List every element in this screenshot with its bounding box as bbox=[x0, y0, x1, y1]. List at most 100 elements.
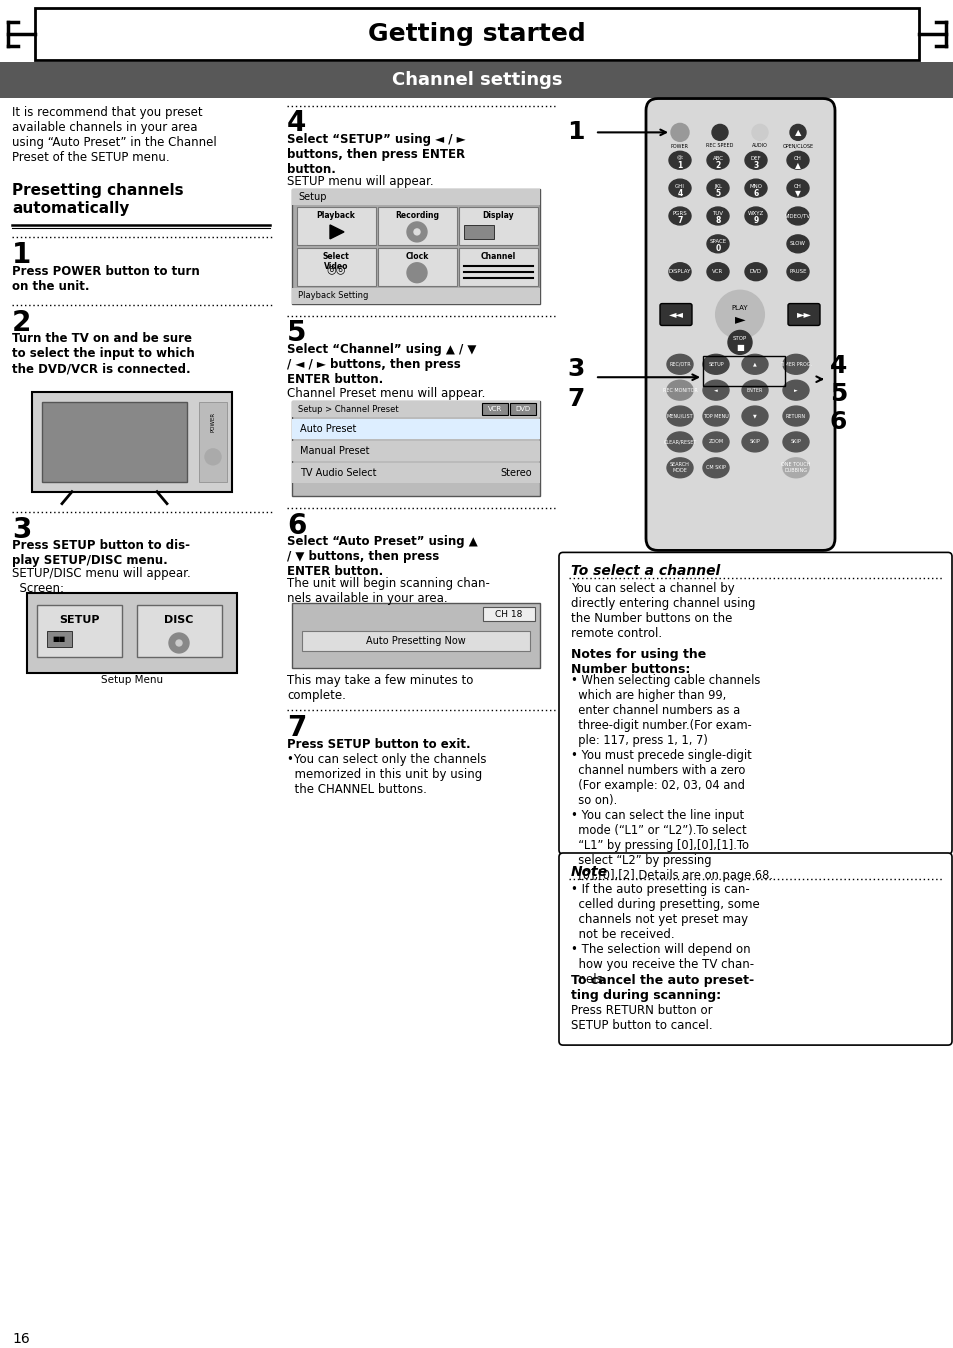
FancyBboxPatch shape bbox=[659, 303, 691, 325]
Text: ZOOM: ZOOM bbox=[708, 439, 722, 445]
Text: SLOW: SLOW bbox=[789, 241, 805, 247]
Text: TUV: TUV bbox=[712, 212, 722, 217]
Ellipse shape bbox=[668, 151, 690, 170]
Text: Channel Preset menu will appear.: Channel Preset menu will appear. bbox=[287, 387, 485, 400]
Ellipse shape bbox=[786, 263, 808, 280]
Text: Select “Auto Preset” using ▲
/ ▼ buttons, then press
ENTER button.: Select “Auto Preset” using ▲ / ▼ buttons… bbox=[287, 535, 477, 578]
Text: 7: 7 bbox=[287, 713, 306, 741]
Ellipse shape bbox=[666, 406, 692, 426]
Ellipse shape bbox=[706, 235, 728, 253]
Text: ▲: ▲ bbox=[752, 361, 756, 367]
Text: JKL: JKL bbox=[713, 183, 721, 189]
Text: 0: 0 bbox=[715, 244, 720, 253]
Ellipse shape bbox=[666, 380, 692, 400]
Text: Press SETUP button to dis-
play SETUP/DISC menu.: Press SETUP button to dis- play SETUP/DI… bbox=[12, 539, 190, 568]
Text: ►: ► bbox=[793, 388, 797, 392]
Text: Setup: Setup bbox=[297, 191, 326, 202]
Polygon shape bbox=[330, 225, 344, 239]
Ellipse shape bbox=[786, 235, 808, 253]
Text: ▲: ▲ bbox=[794, 128, 801, 137]
Text: ◄◄: ◄◄ bbox=[668, 310, 682, 319]
Text: Press POWER button to turn
on the unit.: Press POWER button to turn on the unit. bbox=[12, 264, 199, 293]
Text: Clock: Clock bbox=[405, 252, 428, 260]
Ellipse shape bbox=[668, 179, 690, 197]
Text: CH: CH bbox=[793, 183, 801, 189]
Text: 4: 4 bbox=[677, 189, 682, 198]
Text: Notes for using the
Number buttons:: Notes for using the Number buttons: bbox=[571, 648, 705, 675]
Bar bbox=[292, 462, 539, 483]
Text: 4: 4 bbox=[287, 109, 306, 137]
Text: Note: Note bbox=[571, 865, 607, 879]
Text: 3: 3 bbox=[12, 515, 31, 543]
Bar bbox=[32, 392, 232, 492]
Text: 6: 6 bbox=[287, 512, 306, 539]
Ellipse shape bbox=[706, 208, 728, 225]
Ellipse shape bbox=[744, 151, 766, 170]
Text: Select “Channel” using ▲ / ▼
/ ◄ / ► buttons, then press
ENTER button.: Select “Channel” using ▲ / ▼ / ◄ / ► but… bbox=[287, 344, 476, 387]
Text: PAUSE: PAUSE bbox=[788, 270, 806, 274]
Ellipse shape bbox=[706, 263, 728, 280]
FancyBboxPatch shape bbox=[645, 98, 834, 550]
Text: SEARCH
MODE: SEARCH MODE bbox=[669, 462, 689, 473]
Text: SETUP: SETUP bbox=[707, 361, 723, 367]
Bar bbox=[0, 62, 953, 97]
Bar bbox=[377, 208, 456, 245]
FancyBboxPatch shape bbox=[787, 303, 820, 325]
Bar bbox=[35, 8, 918, 59]
Circle shape bbox=[670, 124, 688, 142]
Ellipse shape bbox=[782, 355, 808, 375]
Text: WXYZ: WXYZ bbox=[747, 212, 763, 217]
Text: ENTER: ENTER bbox=[746, 388, 762, 392]
Text: VIDEO/TV: VIDEO/TV bbox=[784, 213, 810, 218]
Text: 4: 4 bbox=[829, 355, 846, 379]
Text: REC SPEED: REC SPEED bbox=[705, 143, 733, 148]
Ellipse shape bbox=[666, 431, 692, 452]
Circle shape bbox=[414, 229, 419, 235]
Bar bbox=[458, 208, 537, 245]
Text: Press RETURN button or
SETUP button to cancel.: Press RETURN button or SETUP button to c… bbox=[571, 1004, 712, 1033]
Text: 6: 6 bbox=[753, 189, 758, 198]
FancyBboxPatch shape bbox=[558, 553, 951, 855]
Text: 6: 6 bbox=[829, 410, 846, 434]
Text: ▼: ▼ bbox=[794, 189, 801, 198]
Text: POWER: POWER bbox=[211, 412, 215, 433]
Text: • When selecting cable channels
  which are higher than 99,
  enter channel numb: • When selecting cable channels which ar… bbox=[571, 674, 772, 882]
Circle shape bbox=[205, 449, 221, 465]
Text: DEF: DEF bbox=[750, 156, 760, 160]
Text: ▲: ▲ bbox=[794, 160, 801, 170]
Text: Auto Preset: Auto Preset bbox=[299, 425, 356, 434]
Text: 9: 9 bbox=[753, 217, 758, 225]
Text: OPEN/CLOSE: OPEN/CLOSE bbox=[781, 143, 813, 148]
Bar bbox=[292, 189, 539, 303]
Ellipse shape bbox=[702, 406, 728, 426]
Bar bbox=[510, 403, 536, 415]
Text: Setup Menu: Setup Menu bbox=[101, 675, 163, 685]
Text: 2: 2 bbox=[715, 160, 720, 170]
Text: Stereo: Stereo bbox=[500, 468, 532, 477]
Ellipse shape bbox=[741, 355, 767, 375]
Text: CM SKIP: CM SKIP bbox=[705, 465, 725, 470]
Text: It is recommend that you preset
available channels in your area
using “Auto Pres: It is recommend that you preset availabl… bbox=[12, 105, 216, 163]
Circle shape bbox=[716, 291, 763, 338]
Text: DVD: DVD bbox=[749, 270, 761, 274]
Text: ◄: ◄ bbox=[714, 388, 717, 392]
Bar bbox=[292, 441, 539, 461]
Text: VCR: VCR bbox=[712, 270, 723, 274]
Bar bbox=[47, 631, 71, 647]
Bar bbox=[292, 402, 539, 496]
Text: SKIP: SKIP bbox=[749, 439, 760, 445]
Ellipse shape bbox=[702, 458, 728, 477]
Bar bbox=[702, 356, 784, 386]
Text: @:: @: bbox=[676, 156, 683, 160]
Text: 5: 5 bbox=[715, 189, 720, 198]
Ellipse shape bbox=[706, 179, 728, 197]
Text: MNO: MNO bbox=[749, 183, 761, 189]
Text: SPACE: SPACE bbox=[709, 240, 726, 244]
Ellipse shape bbox=[741, 380, 767, 400]
Ellipse shape bbox=[666, 355, 692, 375]
Text: STOP: STOP bbox=[732, 336, 746, 341]
Text: RETURN: RETURN bbox=[785, 414, 805, 418]
Circle shape bbox=[711, 124, 727, 140]
Ellipse shape bbox=[706, 151, 728, 170]
Circle shape bbox=[407, 263, 427, 283]
